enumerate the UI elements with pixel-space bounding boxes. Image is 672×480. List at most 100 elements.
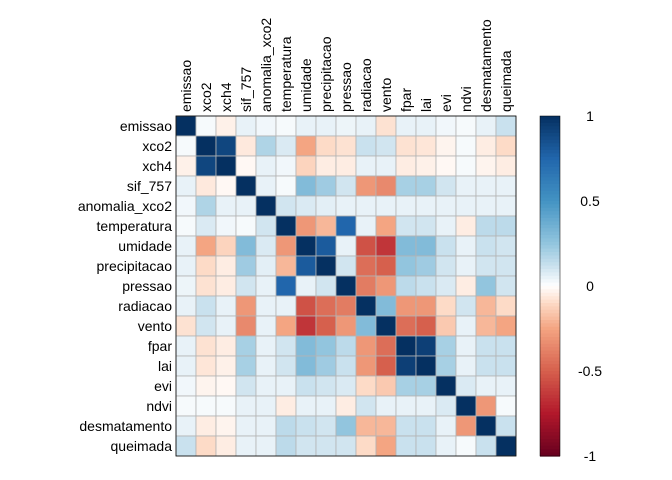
heatmap-cell — [455, 115, 477, 137]
row-label: evi — [154, 378, 172, 394]
column-label: xch4 — [218, 82, 234, 112]
heatmap-cell — [335, 375, 357, 397]
heatmap-cell — [175, 335, 197, 357]
heatmap-cell — [255, 175, 277, 197]
colorbar-segment — [540, 221, 560, 226]
heatmap-cell — [215, 255, 237, 277]
heatmap-cell — [355, 275, 377, 297]
heatmap-cell — [435, 315, 457, 337]
heatmap-cell — [475, 355, 497, 377]
heatmap-cell — [455, 235, 477, 257]
colorbar-segment — [540, 160, 560, 165]
heatmap-cell — [455, 435, 477, 457]
heatmap-cell — [335, 335, 357, 357]
row-label: sif_757 — [127, 178, 172, 194]
heatmap-cell — [435, 275, 457, 297]
heatmap-cell — [335, 435, 357, 457]
heatmap-cell — [335, 115, 357, 137]
heatmap-cell — [495, 395, 517, 417]
colorbar-segment — [540, 180, 560, 185]
colorbar-segment — [540, 452, 560, 457]
heatmap-cell — [175, 295, 197, 317]
heatmap-cell — [455, 255, 477, 277]
heatmap-cell — [235, 275, 257, 297]
heatmap-cell — [375, 335, 397, 357]
colorbar-segment — [540, 388, 560, 392]
colorbar-segment — [540, 408, 560, 413]
colorbar-segment — [540, 428, 560, 433]
heatmap-cell — [195, 195, 217, 217]
colorbar-segment — [540, 360, 560, 365]
colorbar-segment — [540, 139, 560, 144]
colorbar-tick-label: -1 — [584, 448, 597, 464]
heatmap-cell — [395, 295, 417, 317]
column-label: queimada — [498, 50, 514, 112]
heatmap-cell — [355, 435, 377, 457]
colorbar-segment — [540, 190, 560, 195]
heatmap-cell — [335, 255, 357, 277]
colorbar-segment — [540, 207, 560, 212]
heatmap-cell — [495, 215, 517, 237]
colorbar-segment — [540, 292, 560, 297]
colorbar-segment — [540, 289, 560, 294]
heatmap-cell — [495, 335, 517, 357]
colorbar-segment — [540, 432, 560, 437]
heatmap-cell — [395, 375, 417, 397]
colorbar-segment — [540, 197, 560, 202]
colorbar-segment — [540, 282, 560, 287]
colorbar-segment — [540, 384, 560, 389]
colorbar-segment — [540, 333, 560, 338]
heatmap-cell — [375, 215, 397, 237]
heatmap-cell — [475, 335, 497, 357]
heatmap-cell — [235, 335, 257, 357]
colorbar-segment — [540, 173, 560, 178]
colorbar-segment — [540, 340, 560, 345]
heatmap-cell — [435, 295, 457, 317]
heatmap-cell — [295, 155, 317, 177]
heatmap-cell — [495, 275, 517, 297]
heatmap-cell — [355, 315, 377, 337]
colorbar-segment — [540, 150, 560, 154]
heatmap-cell — [255, 315, 277, 337]
heatmap-cell — [175, 155, 197, 177]
heatmap-cell — [475, 375, 497, 397]
heatmap-cell — [295, 135, 317, 157]
heatmap-cell — [315, 395, 337, 417]
colorbar-segment — [540, 425, 560, 430]
heatmap-cell — [435, 175, 457, 197]
heatmap-cell — [375, 175, 397, 197]
column-label: precipitacao — [318, 36, 334, 112]
heatmap-cell — [395, 175, 417, 197]
heatmap-cell — [495, 175, 517, 197]
colorbar-segment — [540, 146, 560, 151]
heatmap-cell — [175, 435, 197, 457]
heatmap-cell — [175, 255, 197, 277]
heatmap-cell — [235, 315, 257, 337]
heatmap-cell — [375, 415, 397, 437]
heatmap-cell — [275, 115, 297, 137]
heatmap-cell — [355, 415, 377, 437]
column-label: fpar — [398, 88, 414, 112]
colorbar-segment — [540, 122, 560, 127]
colorbar-segment — [540, 224, 560, 229]
colorbar-segment — [540, 326, 560, 331]
colorbar-segment — [540, 262, 560, 267]
heatmap-cell — [275, 275, 297, 297]
heatmap-cell — [235, 215, 257, 237]
heatmap-cell — [315, 135, 337, 157]
heatmap-cell — [255, 395, 277, 417]
heatmap-cell — [355, 395, 377, 417]
heatmap-cell — [415, 335, 437, 357]
heatmap-cell — [215, 195, 237, 217]
colorbar-segment — [540, 330, 560, 335]
colorbar-segment — [540, 136, 560, 141]
heatmap-cell — [395, 275, 417, 297]
heatmap-cell — [335, 355, 357, 377]
heatmap-cell — [455, 415, 477, 437]
heatmap-cell — [275, 235, 297, 257]
colorbar-segment — [540, 116, 560, 120]
colorbar-segment — [540, 357, 560, 362]
heatmap-cell — [275, 155, 297, 177]
heatmap-cell — [355, 215, 377, 237]
